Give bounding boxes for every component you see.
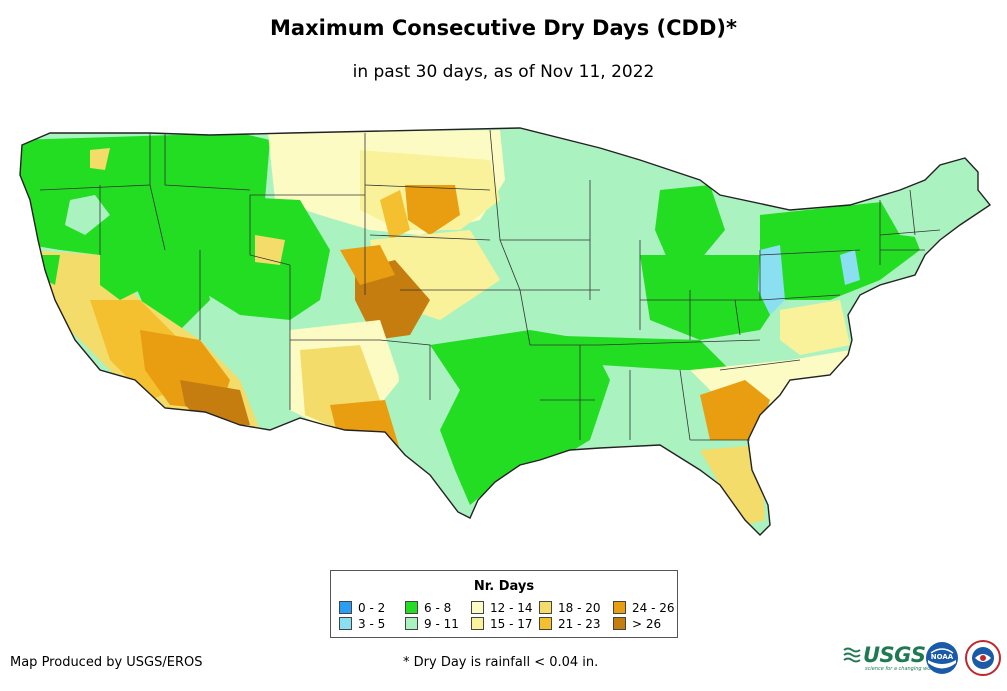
- legend-item: 24 - 26: [613, 601, 675, 615]
- legend-label: 6 - 8: [424, 601, 452, 615]
- legend-label: 0 - 2: [358, 601, 386, 615]
- legend-item: 0 - 2: [339, 601, 385, 615]
- legend-swatch: [613, 601, 626, 614]
- legend-item: > 26: [613, 617, 661, 631]
- legend-label: 21 - 23: [558, 617, 601, 631]
- legend-label: 9 - 11: [424, 617, 459, 631]
- state-boundaries: [39, 129, 941, 441]
- legend-swatch: [471, 617, 484, 630]
- zone-south-green: [430, 330, 610, 505]
- zone-co-ks-orange: [340, 245, 395, 285]
- zone-ne-blue: [758, 245, 785, 315]
- dry-day-footnote: * Dry Day is rainfall < 0.04 in.: [403, 655, 599, 670]
- map-subtitle: in past 30 days, as of Nov 11, 2022: [352, 62, 655, 82]
- legend-item: 15 - 17: [471, 617, 533, 631]
- zone-sd-orange: [405, 185, 460, 235]
- nws-logo: [965, 640, 1001, 676]
- zone-south-green-band: [530, 335, 730, 370]
- legend-swatch: [613, 617, 626, 630]
- zone-nw-yellow: [90, 148, 110, 170]
- legend-swatch: [405, 601, 418, 614]
- usgs-logo-text: USGS: [863, 643, 926, 667]
- zone-sd-gold: [380, 190, 410, 240]
- zone-ny-blue: [840, 250, 860, 285]
- noaa-logo-text: NOAA: [931, 653, 954, 661]
- legend-swatch: [339, 601, 352, 614]
- legend-item: 18 - 20: [539, 601, 601, 615]
- legend-swatch: [539, 601, 552, 614]
- legend-swatch: [339, 617, 352, 630]
- noaa-logo: NOAA: [926, 642, 958, 674]
- map-title: Maximum Consecutive Dry Days (CDD)*: [270, 16, 737, 40]
- zone-nw-light: [65, 195, 110, 235]
- zone-mi-green: [655, 185, 725, 265]
- legend-item: 6 - 8: [405, 601, 451, 615]
- zone-fl-yellow: [700, 445, 765, 525]
- legend-item: 3 - 5: [339, 617, 385, 631]
- legend-label: 24 - 26: [632, 601, 675, 615]
- usgs-tagline: science for a changing world: [865, 666, 937, 672]
- legend-item: 9 - 11: [405, 617, 459, 631]
- legend-label: > 26: [632, 617, 662, 631]
- legend-label: 3 - 5: [358, 617, 386, 631]
- usgs-wave-icon: [843, 647, 861, 663]
- zone-co-green: [135, 245, 210, 330]
- zone-oh-green: [640, 255, 780, 340]
- legend-swatch: [405, 617, 418, 630]
- legend-swatch: [539, 617, 552, 630]
- legend-label: 12 - 14: [490, 601, 533, 615]
- map-legend: Nr. Days 0 - 2 3 - 5 6 - 8 9 - 11 12 - 14 15 …: [330, 570, 678, 638]
- legend-item: 21 - 23: [539, 617, 601, 631]
- zone-va-yellow: [780, 300, 850, 355]
- legend-title: Nr. Days: [473, 579, 535, 594]
- usgs-logo: USGS: [843, 643, 926, 667]
- legend-label: 15 - 17: [490, 617, 533, 631]
- legend-item: 12 - 14: [471, 601, 533, 615]
- legend-swatch: [471, 601, 484, 614]
- zone-ne-pale: [880, 160, 990, 240]
- zone-nv-green: [100, 250, 150, 300]
- zone-wy-yellow: [255, 235, 285, 265]
- map-credit: Map Produced by USGS/EROS: [10, 655, 203, 670]
- legend-label: 18 - 20: [558, 601, 601, 615]
- zone-se-orange: [700, 380, 770, 440]
